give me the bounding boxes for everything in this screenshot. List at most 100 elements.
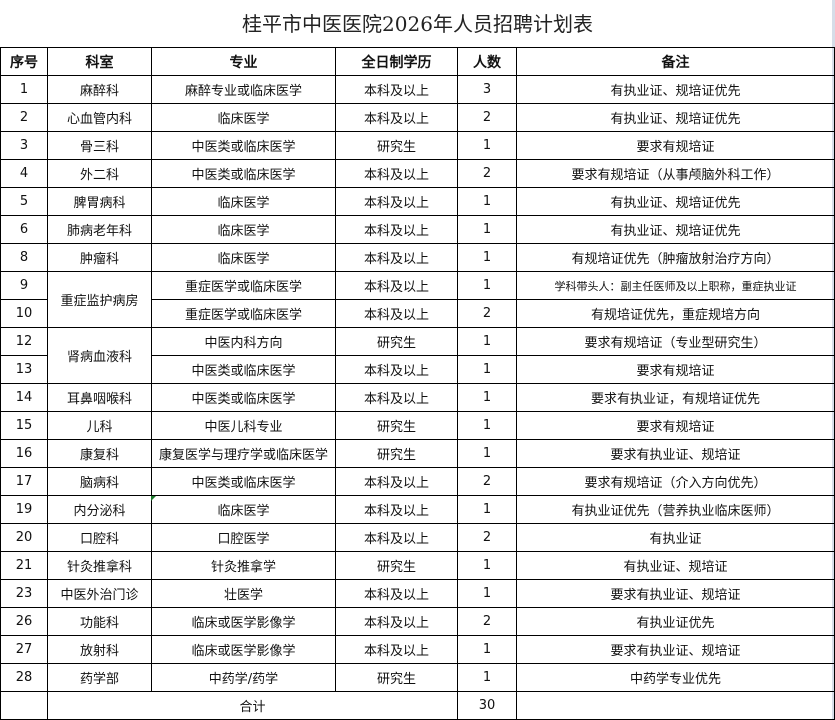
cell-count[interactable]: 1 [457,215,517,244]
total-count[interactable]: 30 [457,691,517,720]
total-label[interactable]: 合计 [47,691,458,720]
cell-major[interactable]: 针灸推拿学 [151,551,336,580]
cell-education[interactable]: 本科及以上 [335,187,458,216]
cell-no[interactable]: 28 [0,663,48,692]
cell-count[interactable]: 1 [457,383,517,412]
cell-education[interactable]: 本科及以上 [335,215,458,244]
cell-note[interactable]: 有执业证优先（营养执业临床医师） [516,495,835,524]
cell-dept[interactable]: 耳鼻咽喉科 [47,383,152,412]
cell-education[interactable]: 本科及以上 [335,271,458,300]
header-major[interactable]: 专业 [151,47,336,76]
cell-dept[interactable]: 针灸推拿科 [47,551,152,580]
cell-major[interactable]: 临床医学 [151,187,336,216]
cell-dept[interactable]: 麻醉科 [47,75,152,104]
cell-count[interactable]: 2 [457,299,517,328]
cell-major[interactable]: 中医内科方向 [151,327,336,356]
cell-no[interactable]: 10 [0,299,48,328]
cell-major[interactable]: 中医类或临床医学 [151,383,336,412]
cell-note[interactable]: 要求有执业证、规培证 [516,439,835,468]
cell-education[interactable]: 本科及以上 [335,467,458,496]
cell-dept[interactable]: 脾胃病科 [47,187,152,216]
cell-education[interactable]: 研究生 [335,411,458,440]
cell-no[interactable] [0,691,48,720]
cell-dept[interactable]: 脑病科 [47,467,152,496]
header-education[interactable]: 全日制学历 [335,47,458,76]
cell-no[interactable]: 26 [0,607,48,636]
cell-major[interactable]: 中医类或临床医学 [151,355,336,384]
cell-note[interactable]: 要求有执业证、规培证 [516,635,835,664]
cell-major[interactable]: 重症医学或临床医学 [151,271,336,300]
cell-count[interactable]: 1 [457,439,517,468]
cell-note[interactable]: 学科带头人：副主任医师及以上职称，重症执业证 [516,271,835,300]
cell-major[interactable]: 临床或医学影像学 [151,607,336,636]
cell-count[interactable]: 1 [457,327,517,356]
cell-major[interactable]: 中医类或临床医学 [151,131,336,160]
cell-major[interactable]: 临床医学 [151,495,336,524]
cell-major[interactable]: 口腔医学 [151,523,336,552]
cell-note[interactable]: 要求有规培证 [516,411,835,440]
cell-dept[interactable]: 心血管内科 [47,103,152,132]
cell-dept[interactable]: 放射科 [47,635,152,664]
cell-no[interactable]: 16 [0,439,48,468]
cell-no[interactable]: 3 [0,131,48,160]
cell-count[interactable]: 2 [457,467,517,496]
cell-note[interactable]: 要求有规培证（从事颅脑外科工作） [516,159,835,188]
cell-education[interactable]: 本科及以上 [335,495,458,524]
cell-dept[interactable]: 口腔科 [47,523,152,552]
cell-note[interactable]: 有执业证 [516,523,835,552]
cell-education[interactable]: 研究生 [335,663,458,692]
header-note[interactable]: 备注 [516,47,835,76]
cell-major[interactable]: 中药学/药学 [151,663,336,692]
header-dept[interactable]: 科室 [47,47,152,76]
cell-no[interactable]: 20 [0,523,48,552]
cell-count[interactable]: 2 [457,103,517,132]
cell-note[interactable]: 有执业证、规培证优先 [516,75,835,104]
cell-note[interactable]: 中药学专业优先 [516,663,835,692]
cell-count[interactable]: 1 [457,355,517,384]
cell-education[interactable]: 本科及以上 [335,383,458,412]
cell-note[interactable]: 要求有规培证 [516,355,835,384]
cell-dept[interactable]: 肿瘤科 [47,243,152,272]
cell-no[interactable]: 12 [0,327,48,356]
cell-no[interactable]: 15 [0,411,48,440]
cell-major[interactable]: 麻醉专业或临床医学 [151,75,336,104]
cell-note[interactable]: 要求有规培证 [516,131,835,160]
cell-no[interactable]: 2 [0,103,48,132]
cell-count[interactable]: 1 [457,579,517,608]
cell-education[interactable]: 研究生 [335,131,458,160]
cell-count[interactable]: 3 [457,75,517,104]
cell-dept[interactable]: 重症监护病房 [47,271,152,328]
cell-education[interactable]: 研究生 [335,327,458,356]
cell-note[interactable]: 有执业证、规培证优先 [516,103,835,132]
cell-note[interactable]: 有执业证、规培证 [516,551,835,580]
cell-major[interactable]: 中医类或临床医学 [151,159,336,188]
cell-no[interactable]: 23 [0,579,48,608]
cell-count[interactable]: 1 [457,635,517,664]
cell-education[interactable]: 本科及以上 [335,355,458,384]
cell-note[interactable]: 有执业证优先 [516,607,835,636]
cell-no[interactable]: 8 [0,243,48,272]
cell-note[interactable]: 有执业证、规培证优先 [516,187,835,216]
cell-education[interactable]: 本科及以上 [335,579,458,608]
cell-note[interactable]: 有规培证优先（肿瘤放射治疗方向） [516,243,835,272]
cell-major[interactable]: 重症医学或临床医学 [151,299,336,328]
cell-education[interactable]: 本科及以上 [335,75,458,104]
cell-major[interactable]: 临床医学 [151,103,336,132]
cell-dept[interactable]: 药学部 [47,663,152,692]
cell-count[interactable]: 1 [457,131,517,160]
cell-count[interactable]: 1 [457,663,517,692]
cell-count[interactable]: 1 [457,495,517,524]
cell-count[interactable]: 1 [457,187,517,216]
cell-count[interactable]: 2 [457,159,517,188]
cell-no[interactable]: 19 [0,495,48,524]
cell-note[interactable]: 要求有规培证（介入方向优先） [516,467,835,496]
cell-count[interactable]: 1 [457,243,517,272]
cell-education[interactable]: 本科及以上 [335,243,458,272]
cell-major[interactable]: 临床医学 [151,215,336,244]
cell-major[interactable]: 中医儿科专业 [151,411,336,440]
cell-dept[interactable]: 中医外治门诊 [47,579,152,608]
cell-count[interactable]: 1 [457,551,517,580]
cell-education[interactable]: 研究生 [335,551,458,580]
cell-no[interactable]: 1 [0,75,48,104]
cell-note[interactable]: 有规培证优先，重症规培方向 [516,299,835,328]
